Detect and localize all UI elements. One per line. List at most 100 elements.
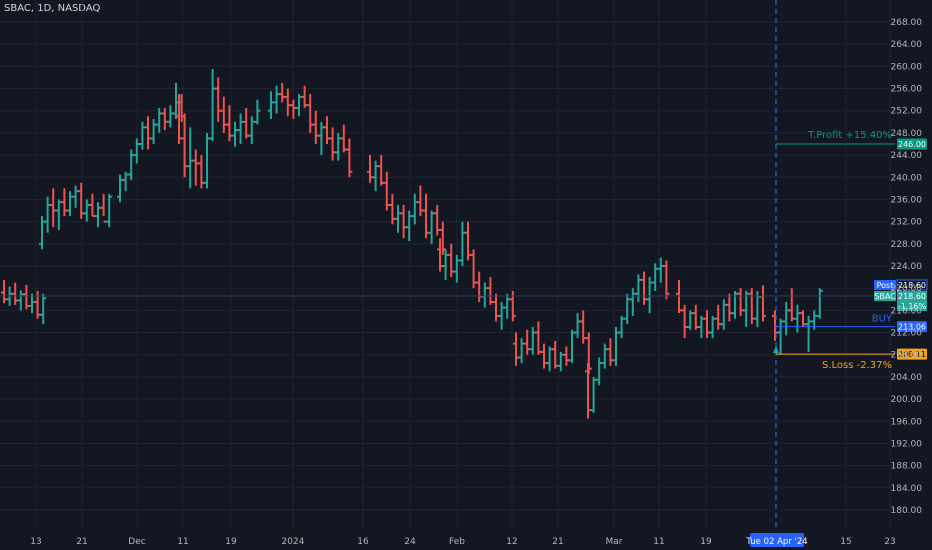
ohlc-bar: [580, 310, 587, 344]
ohlc-bar: [563, 346, 570, 366]
ohlc-bar: [453, 254, 460, 283]
target-price-tag: 246.00: [898, 140, 926, 149]
ohlc-bar: [307, 94, 314, 133]
ohlc-bar: [346, 138, 353, 178]
ohlc-bar: [150, 119, 157, 144]
ohlc-bar: [254, 99, 261, 125]
ohlc-bar: [657, 257, 664, 283]
time-tick-label: 19: [700, 537, 712, 547]
ohlc-bar: [156, 107, 163, 133]
ohlc-bar: [340, 124, 347, 153]
ohlc-bar: [624, 293, 631, 325]
time-tick-label: 2024: [282, 537, 305, 547]
ohlc-bar: [209, 69, 216, 142]
ohlc-bar: [72, 185, 79, 208]
time-tick-label: 19: [225, 537, 237, 547]
ohlc-bar: [161, 107, 168, 131]
ohlc-bar: [783, 302, 790, 336]
price-tick-label: 220.00: [891, 284, 923, 294]
ohlc-bar: [67, 191, 73, 217]
ohlc-bar: [133, 138, 140, 164]
ohlc-bar: [535, 321, 542, 355]
ohlc-bar: [772, 310, 778, 341]
ohlc-bar: [641, 271, 647, 305]
ohlc-bar: [428, 210, 435, 244]
price-tick-label: 252.00: [891, 107, 923, 117]
ohlc-bar: [470, 249, 477, 289]
price-tick-label: 180.00: [891, 506, 923, 516]
price-tick-label: 236.00: [891, 195, 923, 205]
ohlc-bar: [192, 149, 199, 186]
ohlc-bar: [676, 279, 682, 314]
price-tick-label: 204.00: [891, 373, 923, 383]
ohlc-bar: [476, 271, 483, 303]
ohlc-bar: [788, 288, 795, 322]
ohlc-bar: [383, 171, 390, 211]
ohlc-bar: [459, 221, 466, 266]
ohlc-bar: [290, 99, 297, 120]
ohlc-bar: [204, 132, 210, 189]
ohlc-bar: [335, 132, 342, 161]
stop-price-tag: 208.11: [898, 350, 926, 359]
target-price-tag-bg: [897, 138, 927, 150]
ohlc-bar: [590, 376, 597, 413]
post-label: Post: [877, 281, 894, 290]
ohlc-bar: [17, 290, 24, 311]
ohlc-bar: [284, 88, 291, 117]
price-tick-label: 240.00: [891, 173, 923, 183]
ohlc-bar: [635, 274, 642, 303]
price-tick-label: 248.00: [891, 129, 923, 139]
ohlc-bar: [389, 193, 396, 225]
ohlc-bar: [601, 343, 608, 369]
ohlc-bar: [613, 327, 619, 366]
buy-price-tag-bg: [897, 321, 927, 333]
ohlc-bar: [181, 113, 188, 178]
post-label-bg: [874, 280, 896, 290]
ohlc-bar: [448, 243, 455, 278]
ohlc-bar: [816, 288, 823, 319]
time-tick-label: 15: [840, 537, 851, 547]
ohlc-bar: [248, 116, 255, 144]
post-price-bg: [896, 279, 928, 291]
ohlc-bar: [417, 185, 424, 217]
ohlc-bar: [704, 310, 710, 339]
time-tick-label: 24: [404, 537, 416, 547]
ohlc-bar: [226, 105, 233, 142]
ohlc-bar: [220, 96, 227, 133]
ohlc-bar: [100, 193, 107, 223]
ohlc-bar: [273, 85, 280, 114]
ohlc-bar: [434, 205, 441, 236]
ohlc-bar: [493, 293, 499, 322]
price-tick-label: 232.00: [891, 218, 923, 228]
ohlc-bar: [541, 343, 547, 369]
ohlc-bar: [329, 127, 336, 161]
ohlc-bar: [498, 302, 505, 330]
ohlc-bar: [29, 293, 35, 314]
ohlc-bar: [698, 315, 705, 339]
ohlc-bar: [663, 260, 670, 300]
ohlc-bar: [681, 304, 688, 339]
ohlc-bar: [400, 205, 407, 239]
ohlc-bar: [487, 277, 494, 305]
ohlc-bar: [805, 315, 812, 352]
ohlc-bar: [529, 327, 536, 355]
ohlc-bar: [145, 116, 151, 150]
stop-label: S.Loss -2.37%: [822, 360, 892, 371]
ohlc-bar: [23, 284, 30, 310]
ohlc-bar: [395, 205, 401, 233]
ohlc-bar: [800, 310, 806, 327]
ohlc-bar: [629, 288, 636, 316]
ohlc-bar: [760, 285, 766, 322]
ohlc-bar: [167, 105, 174, 128]
ohlc-bar: [89, 193, 96, 218]
price-tick-label: 208.00: [891, 351, 923, 361]
ohlc-bar: [237, 113, 244, 144]
ohlc-bar: [232, 121, 238, 147]
ohlc-bar: [128, 149, 135, 181]
sbac-label: SBAC: [874, 292, 896, 301]
stop-price-tag-bg: [897, 348, 927, 360]
ohlc-bar: [411, 193, 418, 225]
ohlc-bar: [301, 85, 308, 108]
ohlc-bar: [117, 174, 123, 203]
